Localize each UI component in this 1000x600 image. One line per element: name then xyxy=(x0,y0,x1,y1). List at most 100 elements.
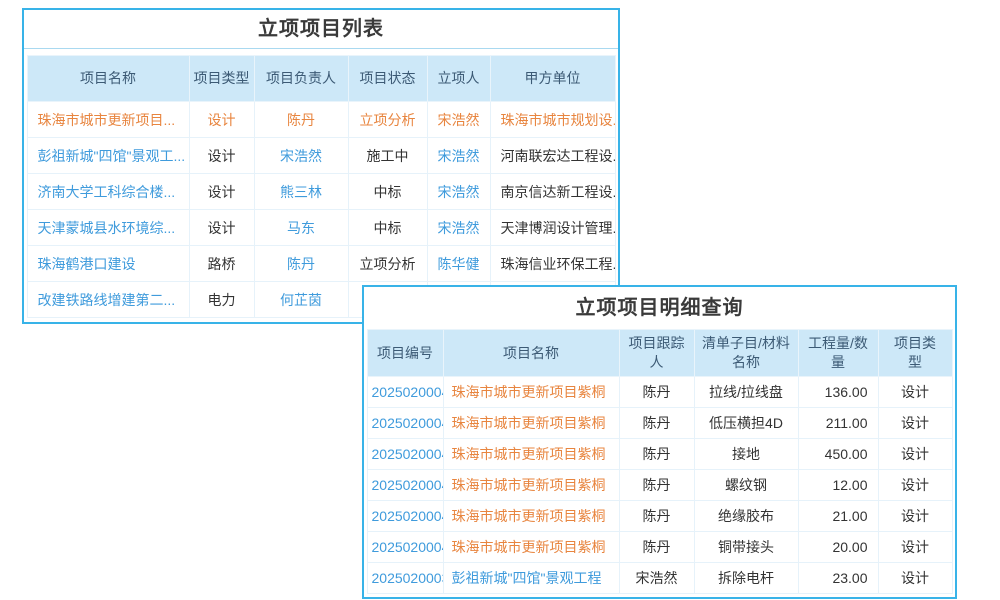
table-cell: 设计 xyxy=(877,469,953,501)
table-cell-link[interactable]: 2025020004 xyxy=(366,500,444,532)
table-cell-link[interactable]: 陈丹 xyxy=(253,101,349,138)
table-cell-link[interactable]: 珠海市城市更新项目紫桐 xyxy=(442,438,620,470)
table-cell: 20.00 xyxy=(797,531,879,563)
table-cell: 设计 xyxy=(877,438,953,470)
table-cell: 施工中 xyxy=(347,137,428,174)
col-header-project-number: 项目编号 xyxy=(366,329,444,377)
table-cell-link[interactable]: 天津蒙城县水环境综... xyxy=(26,209,190,246)
table-cell: 设计 xyxy=(188,173,255,210)
table-cell: 电力 xyxy=(188,281,255,318)
project-detail-table: 项目编号 项目名称 项目跟踪人 清单子目/材料名称 工程量/数量 项目类型 20… xyxy=(366,329,953,594)
table-cell-link[interactable]: 济南大学工科综合楼... xyxy=(26,173,190,210)
table-cell-link[interactable]: 珠海市城市更新项目紫桐 xyxy=(442,531,620,563)
table-cell: 接地 xyxy=(693,438,799,470)
table-cell: 陈丹 xyxy=(618,407,695,439)
table-cell-link[interactable]: 宋浩然 xyxy=(426,209,491,246)
table-row[interactable]: 2025020004 珠海市城市更新项目紫桐 陈丹 螺纹钢 12.00 设计 xyxy=(366,469,953,501)
table-cell-link[interactable]: 熊三林 xyxy=(253,173,349,210)
table-cell-link[interactable]: 陈华健 xyxy=(426,245,491,282)
project-detail-body: 2025020004 珠海市城市更新项目紫桐 陈丹 拉线/拉线盘 136.00 设计 202… xyxy=(366,376,953,594)
project-list-panel: 立项项目列表 项目名称 项目类型 项目负责人 项目状态 立项人 甲方单位 珠海市… xyxy=(22,8,620,324)
table-cell: 河南联宏达工程设... xyxy=(489,137,616,174)
table-cell-link[interactable]: 彭祖新城"四馆"景观工程 xyxy=(442,562,620,594)
table-cell-link[interactable]: 2025020004 xyxy=(366,438,444,470)
table-cell: 中标 xyxy=(347,209,428,246)
table-row[interactable]: 2025020004 珠海市城市更新项目紫桐 陈丹 绝缘胶布 21.00 设计 xyxy=(366,500,953,532)
table-cell-link[interactable]: 何芷茵 xyxy=(253,281,349,318)
table-cell-link[interactable]: 立项分析 xyxy=(347,101,428,138)
table-cell-link[interactable]: 宋浩然 xyxy=(253,137,349,174)
table-cell: 211.00 xyxy=(797,407,879,439)
table-cell-link[interactable]: 设计 xyxy=(188,101,255,138)
table-row[interactable]: 2025020004 珠海市城市更新项目紫桐 陈丹 铜带接头 20.00 设计 xyxy=(366,531,953,563)
table-cell: 23.00 xyxy=(797,562,879,594)
table-cell: 路桥 xyxy=(188,245,255,282)
project-list-table: 项目名称 项目类型 项目负责人 项目状态 立项人 甲方单位 珠海市城市更新项目.… xyxy=(26,55,616,318)
project-list-header-row: 项目名称 项目类型 项目负责人 项目状态 立项人 甲方单位 xyxy=(26,55,616,102)
table-cell: 设计 xyxy=(877,376,953,408)
table-cell: 陈丹 xyxy=(618,531,695,563)
col-header-project-name: 项目名称 xyxy=(442,329,620,377)
table-cell-link[interactable]: 珠海市城市更新项目紫桐 xyxy=(442,376,620,408)
table-cell-link[interactable]: 马东 xyxy=(253,209,349,246)
table-cell: 立项分析 xyxy=(347,245,428,282)
table-cell-link[interactable]: 珠海市城市更新项目紫桐 xyxy=(442,407,620,439)
table-cell-link[interactable]: 珠海市城市更新项目紫桐 xyxy=(442,469,620,501)
table-row[interactable]: 2025020004 珠海市城市更新项目紫桐 陈丹 拉线/拉线盘 136.00 设计 xyxy=(366,376,953,408)
table-cell: 宋浩然 xyxy=(618,562,695,594)
table-cell-link[interactable]: 珠海市城市更新项目... xyxy=(26,101,190,138)
table-cell-link[interactable]: 2025020004 xyxy=(366,376,444,408)
table-cell-link[interactable]: 宋浩然 xyxy=(426,173,491,210)
table-cell-link[interactable]: 2025020004 xyxy=(366,407,444,439)
table-cell: 陈丹 xyxy=(618,500,695,532)
col-header-client-unit: 甲方单位 xyxy=(489,55,616,102)
table-cell-link[interactable]: 宋浩然 xyxy=(426,137,491,174)
table-row[interactable]: 2025020004 珠海市城市更新项目紫桐 陈丹 低压横担4D 211.00 设计 xyxy=(366,407,953,439)
table-cell: 拆除电杆 xyxy=(693,562,799,594)
table-cell: 设计 xyxy=(877,407,953,439)
project-detail-title: 立项项目明细查询 xyxy=(575,297,744,319)
table-cell: 螺纹钢 xyxy=(693,469,799,501)
table-cell: 设计 xyxy=(188,137,255,174)
table-cell-link[interactable]: 彭祖新城"四馆"景观工... xyxy=(26,137,190,174)
table-cell-link[interactable]: 珠海鹤港口建设 xyxy=(26,245,190,282)
table-row[interactable]: 天津蒙城县水环境综... 设计 马东 中标 宋浩然 天津博润设计管理... xyxy=(26,209,616,246)
table-cell-link[interactable]: 2025020004 xyxy=(366,531,444,563)
col-header-material-name: 清单子目/材料名称 xyxy=(693,329,799,377)
col-header-project-manager: 项目负责人 xyxy=(253,55,349,102)
col-header-project-type: 项目类型 xyxy=(188,55,255,102)
table-cell-link[interactable]: 珠海市城市规划设... xyxy=(489,101,616,138)
table-cell: 低压横担4D xyxy=(693,407,799,439)
col-header-quantity: 工程量/数量 xyxy=(797,329,879,377)
table-cell: 陈丹 xyxy=(618,376,695,408)
table-cell: 设计 xyxy=(877,531,953,563)
table-cell: 陈丹 xyxy=(618,469,695,501)
table-cell: 铜带接头 xyxy=(693,531,799,563)
col-header-project-status: 项目状态 xyxy=(347,55,428,102)
table-cell: 拉线/拉线盘 xyxy=(693,376,799,408)
table-cell-link[interactable]: 宋浩然 xyxy=(426,101,491,138)
table-cell: 陈丹 xyxy=(618,438,695,470)
col-header-initiator: 立项人 xyxy=(426,55,491,102)
project-list-body: 珠海市城市更新项目... 设计 陈丹 立项分析 宋浩然 珠海市城市规划设... 彭祖新城"四… xyxy=(26,101,616,318)
project-list-title: 立项项目列表 xyxy=(24,10,618,49)
table-cell-link[interactable]: 珠海市城市更新项目紫桐 xyxy=(442,500,620,532)
table-row[interactable]: 彭祖新城"四馆"景观工... 设计 宋浩然 施工中 宋浩然 河南联宏达工程设... xyxy=(26,137,616,174)
table-cell: 12.00 xyxy=(797,469,879,501)
col-header-project-tracker: 项目跟踪人 xyxy=(618,329,695,377)
table-cell: 450.00 xyxy=(797,438,879,470)
table-row[interactable]: 珠海市城市更新项目... 设计 陈丹 立项分析 宋浩然 珠海市城市规划设... xyxy=(26,101,616,138)
table-row[interactable]: 2025020003 彭祖新城"四馆"景观工程 宋浩然 拆除电杆 23.00 设计 xyxy=(366,562,953,594)
table-cell-link[interactable]: 陈丹 xyxy=(253,245,349,282)
table-cell: 设计 xyxy=(877,562,953,594)
table-row[interactable]: 珠海鹤港口建设 路桥 陈丹 立项分析 陈华健 珠海信业环保工程... xyxy=(26,245,616,282)
table-row[interactable]: 济南大学工科综合楼... 设计 熊三林 中标 宋浩然 南京信达新工程设... xyxy=(26,173,616,210)
table-cell-link[interactable]: 改建铁路线增建第二... xyxy=(26,281,190,318)
table-cell: 珠海信业环保工程... xyxy=(489,245,616,282)
table-cell-link[interactable]: 2025020004 xyxy=(366,469,444,501)
project-detail-panel: 立项项目明细查询 项目编号 项目名称 项目跟踪人 清单子目/材料名称 工程量/数… xyxy=(362,285,957,599)
table-cell: 设计 xyxy=(877,500,953,532)
table-cell-link[interactable]: 2025020003 xyxy=(366,562,444,594)
table-row[interactable]: 2025020004 珠海市城市更新项目紫桐 陈丹 接地 450.00 设计 xyxy=(366,438,953,470)
table-cell: 南京信达新工程设... xyxy=(489,173,616,210)
